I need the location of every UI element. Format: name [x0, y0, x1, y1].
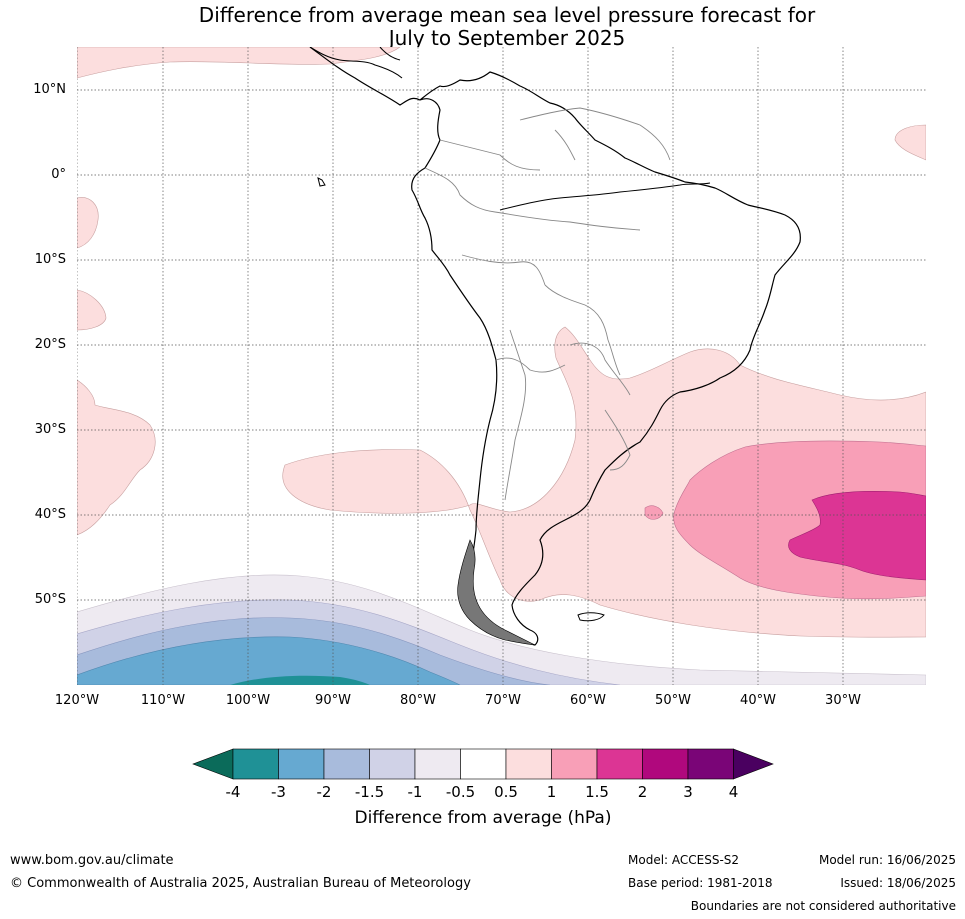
lon-label-30w: 30°W [825, 693, 861, 708]
colorbar-bin-8 [551, 748, 598, 780]
colorbar-bin-2 [278, 748, 325, 780]
colorbar-tick-12: 4 [728, 783, 739, 801]
colorbar-low-arrow [192, 748, 234, 780]
footer-base-period: Base period: 1981-2018 [628, 876, 773, 890]
footer-disclaimer: Boundaries are not considered authoritat… [690, 899, 956, 913]
lon-label-100w: 100°W [225, 693, 271, 708]
contour-pos-east-equator [894, 124, 926, 161]
colorbar-bin-9 [596, 748, 643, 780]
colorbar-bin-5 [414, 748, 461, 780]
colorbar-tick-11: 3 [683, 783, 693, 801]
colorbar-tick-2: -3 [271, 783, 286, 801]
south-america-coastline [309, 47, 801, 646]
lon-label-120w: 120°W [54, 693, 100, 708]
lat-label-50s: 50°S [34, 592, 66, 607]
lon-label-90w: 90°W [315, 693, 351, 708]
contour-pos-north-west [77, 47, 401, 79]
lat-label-0: 0° [51, 167, 66, 182]
contour-neg-2 [77, 636, 461, 685]
colorbar-bin-1 [232, 748, 279, 780]
galapagos [317, 177, 326, 187]
contour-pos-west-3 [77, 379, 156, 536]
colorbar-high-arrow [733, 748, 774, 780]
amazon-river [499, 182, 711, 211]
lon-label-110w: 110°W [140, 693, 186, 708]
footer-website[interactable]: www.bom.gov.au/climate [10, 853, 174, 868]
map-panel [77, 47, 926, 685]
title-line-1: Difference from average mean sea level p… [198, 3, 816, 27]
colorbar-title: Difference from average (hPa) [354, 808, 612, 828]
footer-model: Model: ACCESS-S2 [628, 853, 740, 867]
lat-label-10s: 10°S [34, 252, 66, 267]
colorbar-tick-10: 2 [637, 783, 648, 801]
central-america-coastline [309, 47, 403, 79]
colorbar-bin-7 [505, 748, 552, 780]
contour-pos-west-2 [77, 289, 107, 331]
footer-copyright: © Commonwealth of Australia 2025, Austra… [10, 876, 471, 891]
lat-label-40s: 40°S [34, 507, 66, 522]
lon-label-70w: 70°W [485, 693, 521, 708]
colorbar-bin-10 [642, 748, 689, 780]
lon-label-40w: 40°W [740, 693, 776, 708]
footer-issued: Issued: 18/06/2025 [840, 876, 956, 890]
colorbar-tick-9: 1.5 [585, 783, 609, 801]
chile-fjords [457, 539, 536, 646]
contour-neg-3 [230, 675, 370, 685]
contour-pos-1.5 [788, 490, 926, 581]
colorbar-bin-11 [687, 748, 734, 780]
contour-pos-west-1 [77, 197, 99, 249]
lat-label-20s: 20°S [34, 337, 66, 352]
colorbar-bin-4 [369, 748, 416, 780]
lat-label-30s: 30°S [34, 422, 66, 437]
colorbar-tick-3: -2 [316, 783, 332, 801]
footer-model-run: Model run: 16/06/2025 [818, 853, 956, 867]
colorbar-bin-3 [323, 748, 370, 780]
colorbar-tick-5: -1 [407, 783, 423, 801]
colorbar-tick-1: -4 [225, 783, 241, 801]
colorbar-tick-4: -1.5 [354, 783, 385, 801]
lon-label-50w: 50°W [655, 693, 691, 708]
title-line-2: July to September 2025 [388, 26, 626, 50]
lon-label-60w: 60°W [570, 693, 606, 708]
colorbar-tick-6: -0.5 [445, 783, 476, 801]
colorbar [192, 748, 774, 780]
lat-label-10n: 10°N [33, 82, 66, 97]
lon-label-80w: 80°W [400, 693, 436, 708]
map-title: Difference from average mean sea level p… [0, 4, 965, 50]
colorbar-tick-7: 0.5 [494, 783, 518, 801]
falkland-islands [577, 612, 605, 622]
colorbar-tick-8: 1 [546, 783, 557, 801]
colorbar-bin-6 [460, 748, 507, 780]
